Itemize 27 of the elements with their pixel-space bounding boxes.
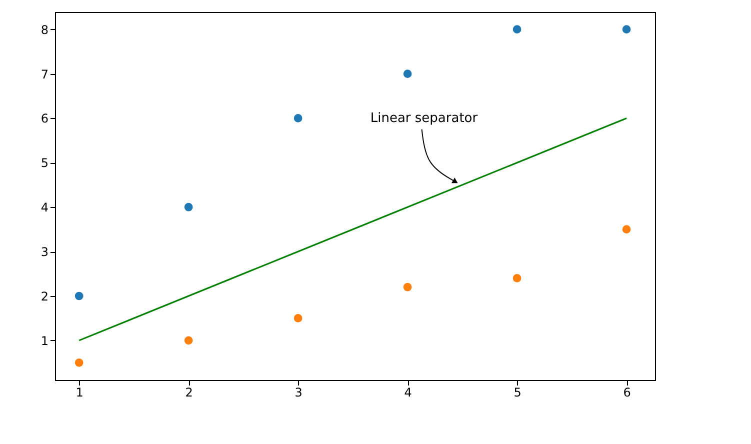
y-tick-label: 8 [40,22,48,37]
y-tick-label: 5 [40,156,48,170]
annotation: Linear separator [370,110,478,126]
y-tick-label: 1 [40,334,48,348]
x-tick-label: 3 [294,386,302,400]
y-tick-label: 4 [40,200,48,215]
point [184,202,193,212]
x-tick-label: 6 [623,386,631,400]
point [294,314,302,322]
point [403,282,412,292]
x-tick-label: 4 [404,386,412,400]
point [622,225,631,234]
y-tick-label: 2 [40,290,48,304]
point [622,25,631,34]
point [294,114,302,122]
point [512,25,522,34]
y-tick-label: 3 [40,245,48,260]
x-tick-label: 5 [514,386,522,400]
point [74,292,84,300]
point [74,358,84,367]
x-tick-label: 2 [185,386,193,400]
y-tick-label: 6 [40,112,48,126]
x-tick-label: 1 [76,386,84,400]
point [512,274,522,282]
y-tick-label: 7 [40,67,48,82]
point [184,336,193,345]
point [403,70,412,78]
